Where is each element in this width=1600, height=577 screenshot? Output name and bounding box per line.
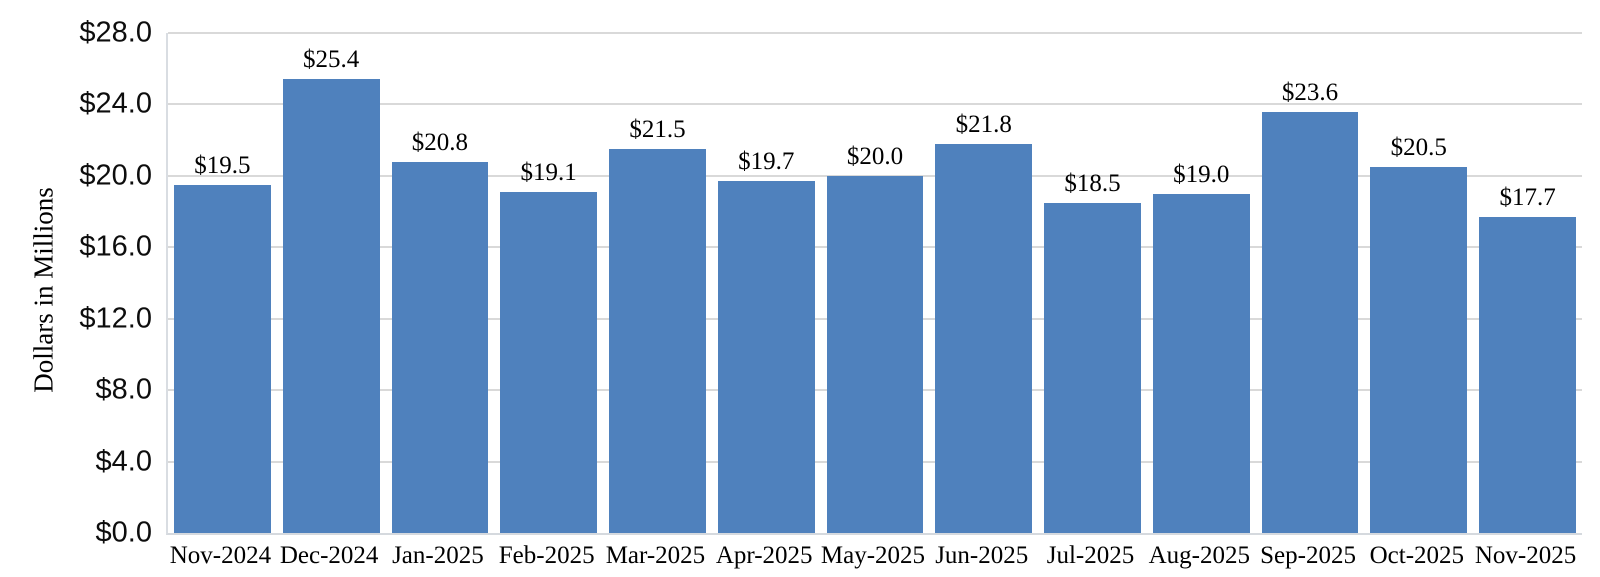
y-tick-label: $4.0	[95, 445, 152, 478]
gridline	[168, 32, 1582, 34]
bar-data-label: $21.8	[955, 110, 1012, 138]
bar-Nov-2025: $17.7	[1479, 184, 1576, 533]
bar-data-label: $18.5	[1064, 169, 1121, 197]
bar-slot: $21.5	[603, 33, 712, 533]
bar-May-2025: $20.0	[826, 143, 924, 533]
x-tick-label: Mar-2025	[605, 542, 706, 569]
x-axis-tick-labels: Nov-2024 Dec-2024 Jan-2025 Feb-2025 Mar-2025…	[166, 542, 1580, 570]
y-tick-label: $0.0	[95, 516, 152, 549]
x-tick-label: Apr-2025	[715, 542, 813, 569]
bar-slot: $20.5	[1364, 33, 1473, 533]
x-tick-label: Oct-2025	[1369, 542, 1465, 569]
bar-Apr-2025: $19.7	[717, 148, 815, 533]
bar-data-label: $25.4	[303, 46, 360, 74]
gridline	[168, 103, 1582, 106]
y-tick-label: $16.0	[79, 230, 152, 263]
plot-area: $19.5 $25.4 $20.8 $19.1 $21.5 $19.7 $20.0 $21.8…	[166, 32, 1582, 535]
bar-data-label: $19.7	[738, 148, 795, 176]
x-tick-label: Sep-2025	[1260, 542, 1356, 569]
bar-data-label: $17.7	[1499, 183, 1556, 211]
bar-Jul-2025: $18.5	[1044, 170, 1141, 533]
x-tick-label: Nov-2024	[169, 542, 272, 569]
x-tick-label: May-2025	[820, 542, 926, 569]
bar-Dec-2024: $25.4	[282, 46, 380, 533]
bar-data-label: $23.6	[1281, 78, 1339, 106]
x-tick-label: Jan-2025	[392, 542, 484, 569]
bar-Nov-2024: $19.5	[173, 152, 271, 533]
y-tick-label: $8.0	[95, 373, 152, 406]
x-tick-label: Nov-2025	[1474, 542, 1577, 569]
bar-Feb-2025: $19.1	[500, 159, 598, 533]
y-tick-label: $12.0	[79, 302, 152, 335]
bar-slot: $25.4	[277, 33, 386, 533]
gridline	[168, 174, 1582, 177]
bar-slot: $19.5	[168, 33, 277, 533]
y-axis-tick-labels: $0.0 $4.0 $8.0 $12.0 $16.0 $20.0 $24.0 $28.0	[0, 17, 152, 549]
y-tick-label: $24.0	[79, 87, 152, 120]
y-tick-label: $20.0	[79, 159, 152, 192]
bar-data-label: $20.5	[1390, 133, 1447, 161]
bar-data-label: $19.5	[194, 151, 251, 179]
bar-slot: $19.7	[712, 33, 821, 533]
bar-slot: $18.5	[1038, 33, 1147, 533]
bar-slot: $20.0	[821, 33, 930, 533]
bar-slot: $20.8	[386, 33, 495, 533]
x-tick-label: Jul-2025	[1046, 542, 1135, 569]
bar-data-label: $20.8	[411, 128, 469, 156]
x-tick-label: Jun-2025	[935, 542, 1029, 569]
bar-Oct-2025: $20.5	[1370, 134, 1468, 533]
bar-series: $19.5 $25.4 $20.8 $19.1 $21.5 $19.7 $20.0 $21.8…	[168, 33, 1582, 533]
bar-Mar-2025: $21.5	[609, 116, 706, 533]
bar-data-label: $19.0	[1173, 160, 1230, 188]
bar-Jun-2025: $21.8	[935, 111, 1033, 533]
bar-slot: $17.7	[1473, 33, 1582, 533]
bar-data-label: $19.1	[520, 158, 577, 186]
bar-data-label: $21.5	[629, 116, 686, 144]
y-tick-label: $28.0	[79, 16, 152, 49]
bar-data-label: $20.0	[846, 142, 904, 170]
bar-slot: $19.0	[1147, 33, 1256, 533]
x-tick-label: Dec-2024	[279, 542, 379, 569]
bar-slot: $23.6	[1256, 33, 1365, 533]
bar-slot: $19.1	[494, 33, 603, 533]
bar-slot: $21.8	[929, 33, 1038, 533]
x-tick-label: Feb-2025	[498, 542, 595, 569]
bar-Sep-2025: $23.6	[1261, 79, 1359, 533]
bar-Aug-2025: $19.0	[1152, 161, 1250, 533]
x-tick-label: Aug-2025	[1148, 542, 1250, 569]
bar-Jan-2025: $20.8	[391, 129, 489, 533]
